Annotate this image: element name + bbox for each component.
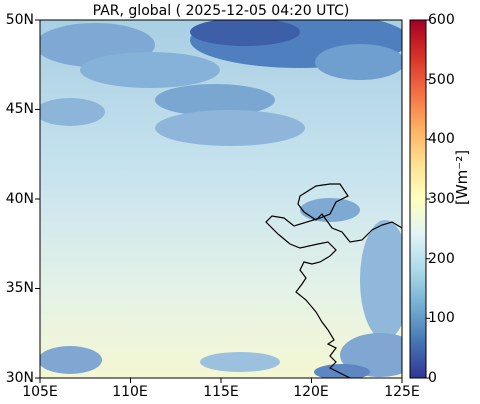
map-title: PAR, global ( 2025-12-05 04:20 UTC) [92,3,350,19]
tick-marks [35,19,403,383]
lat-tick-label: 45N [5,101,34,117]
lon-tick-label: 120E [293,384,329,400]
colorbar-ticks [426,19,430,379]
par-field [40,20,402,378]
colorbar-tick-label: 300 [428,191,455,207]
colorbar-tick-label: 400 [428,131,455,147]
lat-tick-label: 30N [5,370,34,386]
lon-tick-label: 125E [384,384,420,400]
lon-tick-label: 105E [22,384,58,400]
colorbar-tick-label: 0 [428,370,437,386]
lat-tick-label: 35N [5,280,34,296]
colorbar-unit-label: [Wm⁻²] [453,149,471,205]
coastline [265,183,402,378]
colorbar-tick-label: 600 [428,12,455,28]
lat-tick-label: 50N [5,12,34,28]
cloud-patches [40,20,402,378]
colorbar-tick-label: 200 [428,251,455,267]
lon-tick-label: 115E [203,384,239,400]
lat-tick-label: 40N [5,191,34,207]
lon-tick-label: 110E [112,384,148,400]
colorbar [409,19,427,379]
colorbar-tick-label: 100 [428,310,455,326]
colorbar-tick-label: 500 [428,72,455,88]
